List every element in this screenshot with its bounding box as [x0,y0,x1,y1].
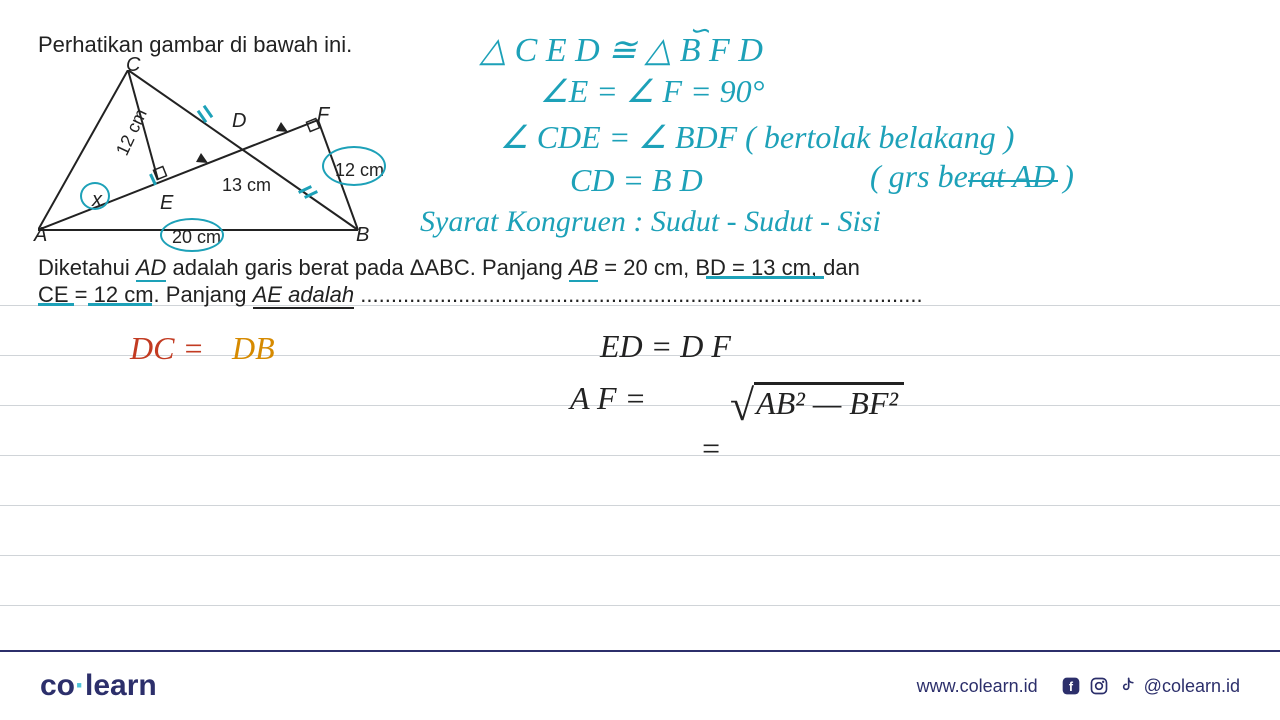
label-a: A [34,222,47,249]
hw-orange: DB [232,330,275,367]
hw-eq2-l: A F = [570,380,646,417]
footer: co·learn www.colearn.id f @colearn.id [0,650,1280,720]
hw-line1: △ C E D ≅ △ B F D [480,30,763,70]
hw-sqrt: √AB² — BF² [730,376,904,427]
tiktok-icon [1116,675,1138,697]
instagram-icon [1088,675,1110,697]
brand-learn: learn [85,669,157,702]
label-f: F [317,102,329,129]
hw-line4-l: CD = B D [570,162,703,199]
rule-line [0,455,1280,456]
circle-12cm [322,146,386,186]
brand-logo: co·learn [40,669,157,703]
brand-co: co [40,669,75,702]
ul-bd [706,276,824,279]
hw-line5: Syarat Kongruen : Sudut - Sudut - Sisi [420,205,881,239]
hw-eq3: = [700,430,722,467]
circle-x [80,182,110,210]
hw-line2: ∠E = ∠ F = 90° [540,72,764,110]
ul-ab: AB [569,255,598,282]
hw-line3: ∠ CDE = ∠ BDF ( bertolak belakang ) [500,118,1014,156]
txt: adalah garis berat pada ΔABC. Panjang [166,255,568,280]
label-d: D [232,108,246,135]
footer-right: www.colearn.id f @colearn.id [917,675,1240,697]
hw-red: DC = [130,330,204,367]
txt: Diketahui [38,255,136,280]
social-group: f @colearn.id [1060,675,1240,697]
footer-handle: @colearn.id [1144,676,1240,697]
sqrt-body: AB² — BF² [754,382,904,421]
worksheet-page: Perhatikan gambar di bawah ini. C A B D … [0,0,1280,720]
brand-dot: · [75,669,85,702]
problem-intro: Perhatikan gambar di bawah ini. [38,30,352,60]
dots: ........................................… [354,282,922,307]
ul-ce-left [38,303,74,306]
rule-line [0,605,1280,606]
footer-url: www.colearn.id [917,676,1038,697]
ul-ad: AD [136,255,167,282]
facebook-icon: f [1060,675,1082,697]
hw-line4-r: ( grs berat AD ) [870,158,1074,195]
rule-line [0,505,1280,506]
circle-20cm [160,218,224,252]
label-c: C [126,52,140,79]
label-b: B [356,222,369,249]
hw-line1-top: ∽ [688,16,710,46]
strike-berat [968,180,1058,182]
problem-given-2: CE = 12 cm. Panjang AE adalah ..........… [38,280,938,310]
rule-line [0,555,1280,556]
ul-ce-val [88,303,152,306]
meas-bd: 13 cm [222,173,271,197]
ul-ae: AE adalah [253,282,355,309]
label-e: E [160,190,173,217]
hw-eq1: ED = D F [600,328,731,365]
